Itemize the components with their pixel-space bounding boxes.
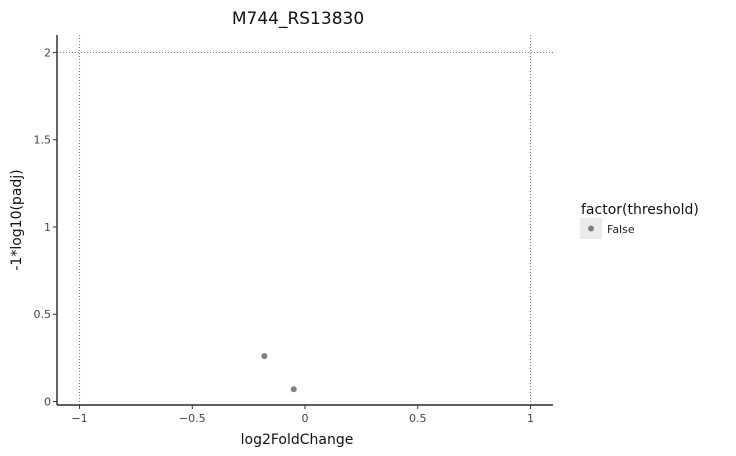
x-tick-label: −1 [71,412,87,425]
y-axis-title: -1*log10(padj) [9,169,25,270]
chart-title: M744_RS13830 [232,9,364,29]
legend-marker-false [588,225,594,232]
y-tick-label: 2 [44,46,51,59]
legend: factor(threshold) False [580,202,699,239]
legend-title: factor(threshold) [581,202,699,218]
x-tick-label: 0 [302,412,309,425]
reference-lines [57,35,553,405]
y-tick-label: 1 [44,221,51,234]
y-tick-label: 1.5 [34,134,52,147]
data-point [290,386,297,393]
x-tick-label: 0.5 [409,412,427,425]
data-points [261,353,297,393]
y-tick-label: 0.5 [34,308,52,321]
y-tick-label: 0 [44,396,51,409]
legend-label-false: False [607,223,635,236]
x-axis-ticks: −1 −0.5 0 0.5 1 [71,405,534,425]
x-tick-label: −0.5 [179,412,206,425]
x-tick-label: 1 [527,412,534,425]
y-axis-ticks: 0 0.5 1 1.5 2 [34,46,57,409]
x-axis-title: log2FoldChange [241,432,354,448]
data-point [261,353,268,360]
